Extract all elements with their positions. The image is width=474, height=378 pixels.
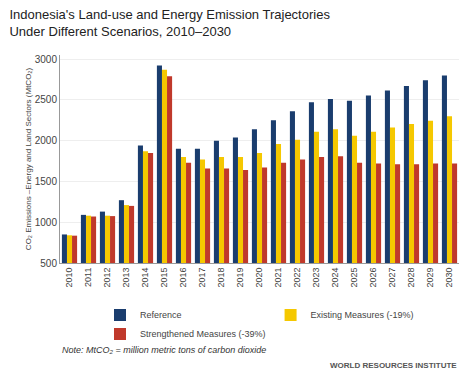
svg-text:2026: 2026 [368,268,378,288]
svg-text:2025: 2025 [349,268,359,288]
svg-text:2018: 2018 [216,268,226,288]
svg-text:2500: 2500 [35,94,58,105]
svg-text:2016: 2016 [178,268,188,288]
svg-text:2010: 2010 [64,268,74,288]
svg-text:Reference: Reference [140,310,182,320]
svg-text:1500: 1500 [35,176,58,187]
svg-text:500: 500 [40,258,57,269]
svg-text:2000: 2000 [35,135,58,146]
svg-text:2020: 2020 [254,268,264,288]
svg-text:3000: 3000 [35,54,58,65]
svg-text:Strengthened Measures (-39%): Strengthened Measures (-39%) [140,329,266,339]
svg-text:CO₂ Emissions –Energy and Land: CO₂ Emissions –Energy and Land Sectors (… [24,68,33,251]
svg-text:Indonesia's Land-use and Energ: Indonesia's Land-use and Energy Emission… [9,7,330,39]
svg-text:2028: 2028 [406,268,416,288]
svg-text:2029: 2029 [425,268,435,288]
svg-text:Existing Measures (-19%): Existing Measures (-19%) [311,310,414,320]
svg-text:2012: 2012 [102,268,112,288]
svg-text:2030: 2030 [444,268,454,288]
svg-text:1000: 1000 [35,217,58,228]
svg-text:2013: 2013 [121,268,131,288]
svg-text:2027: 2027 [387,268,397,288]
svg-text:2023: 2023 [311,268,321,288]
svg-text:2011: 2011 [83,268,93,287]
svg-text:2019: 2019 [235,268,245,288]
svg-text:2015: 2015 [159,268,169,288]
svg-text:Note: MtCO₂ = million metric t: Note: MtCO₂ = million metric tons of car… [62,345,266,355]
svg-text:2014: 2014 [140,268,150,288]
svg-text:2024: 2024 [330,268,340,288]
svg-text:WORLD RESOURCES INSTITUTE: WORLD RESOURCES INSTITUTE [330,361,457,370]
svg-text:2017: 2017 [197,268,207,288]
svg-text:2021: 2021 [273,268,283,288]
svg-text:2022: 2022 [292,268,302,288]
